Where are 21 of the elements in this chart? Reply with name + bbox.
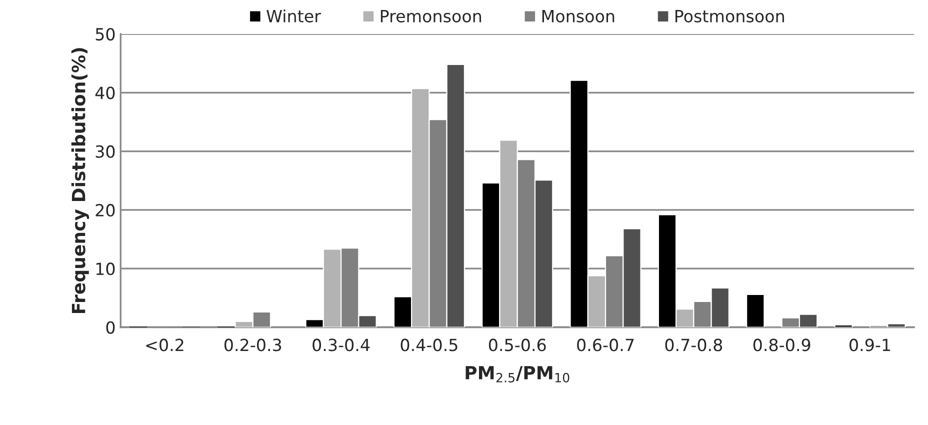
x-tick-label: 0.5-0.6 — [488, 338, 546, 352]
x-tick-label: 0.2-0.3 — [224, 338, 282, 352]
x-tick-label: 0.4-0.5 — [400, 338, 458, 352]
legend-label: Premonsoon — [380, 10, 482, 22]
x-tick-label: 0.7-0.8 — [665, 338, 722, 352]
y-tick-label: 10 — [96, 262, 115, 276]
x-tick-label: 0.3-0.4 — [312, 338, 370, 352]
x-tick-label: 0.9-1 — [850, 338, 890, 352]
x-axis-title: PM$_{2.5}$/PM$_{10}$ — [466, 366, 570, 382]
y-tick-label: 30 — [96, 145, 115, 158]
legend-label: Postmonsoon — [676, 10, 784, 22]
y-tick-label: 40 — [95, 86, 115, 100]
y-tick-label: 20 — [96, 204, 115, 217]
x-tick-label: 0.8-0.9 — [753, 338, 810, 352]
legend-label: Monsoon — [542, 10, 614, 22]
legend-label: Winter — [266, 10, 321, 22]
y-tick-label: 0 — [106, 321, 115, 334]
x-tick-label: 0.6-0.7 — [577, 338, 634, 352]
y-axis-title: Frequency Distribution(%) — [71, 48, 90, 313]
y-tick-label: 50 — [96, 28, 115, 41]
x-tick-label: <0.2 — [146, 338, 184, 352]
